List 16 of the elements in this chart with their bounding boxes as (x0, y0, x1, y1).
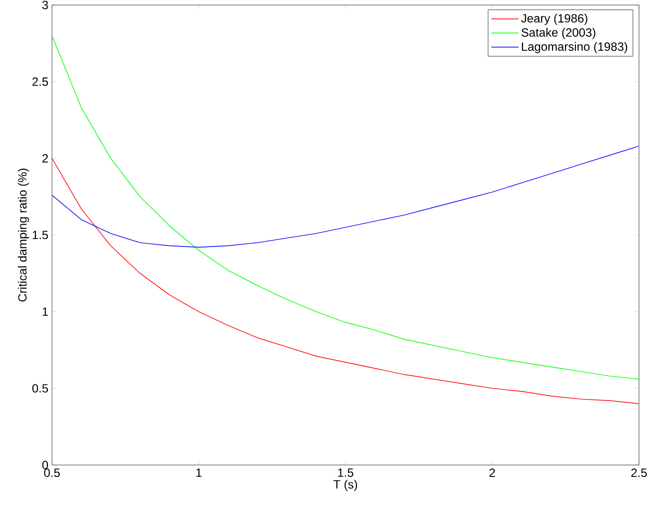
legend-label: Jeary (1986) (521, 14, 588, 25)
x-tick-label: 2 (490, 468, 495, 477)
x-tick-label: 2.5 (631, 468, 647, 477)
y-tick-label: 3 (42, 0, 48, 10)
y-tick-label: 1 (42, 308, 48, 316)
x-tick-label: 1 (196, 468, 202, 477)
x-tick-label: 1.5 (338, 468, 354, 477)
legend-label: Lagomarsino (1983) (522, 42, 628, 54)
y-tick-label: 2 (42, 154, 48, 163)
legend-label: Satake (2003) (522, 28, 596, 40)
y-axis-title: Critical damping ratio (%) (18, 168, 30, 302)
y-tick-label: 1.5 (32, 230, 48, 240)
x-axis-title: T (s) (333, 480, 358, 491)
y-tick-label: 0 (42, 460, 48, 470)
y-tick-label: 2.5 (32, 77, 48, 86)
y-tick-label: 0.5 (32, 384, 48, 393)
